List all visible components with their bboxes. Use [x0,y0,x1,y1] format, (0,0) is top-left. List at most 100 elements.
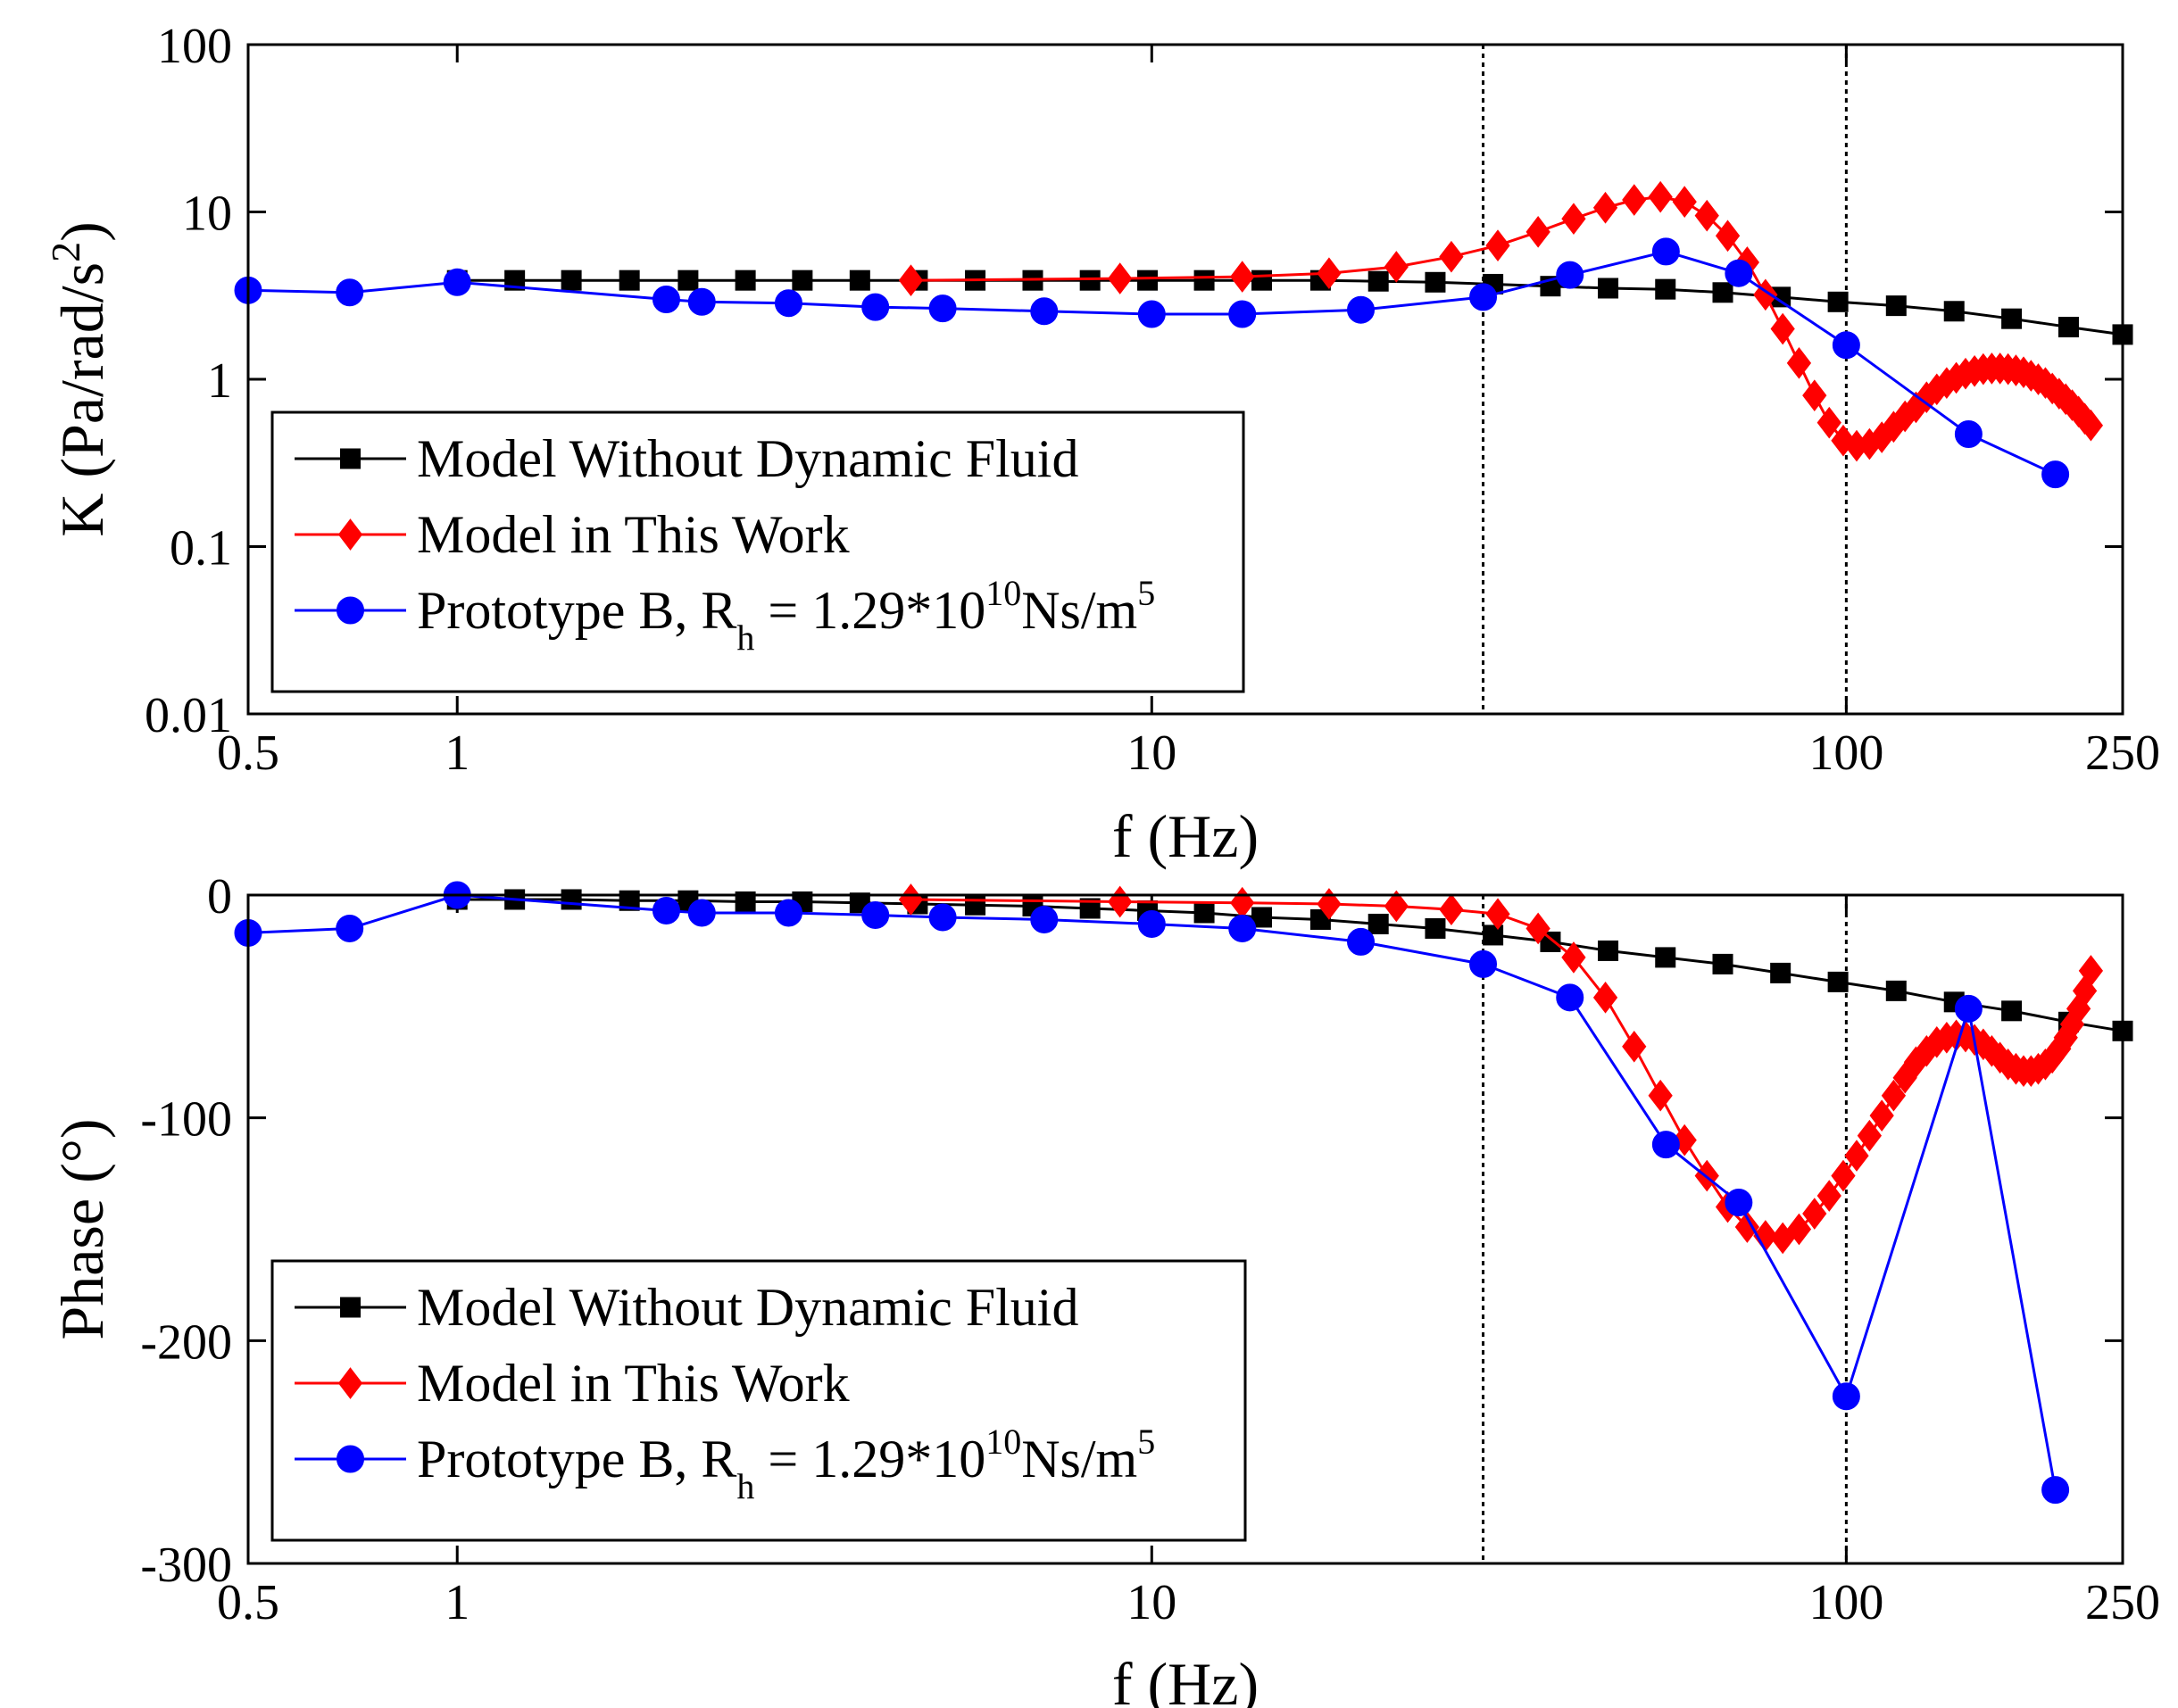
data-point [1598,940,1619,961]
y-axis-label: Phase (°) [48,1118,116,1339]
data-point [861,293,890,321]
data-point [1694,199,1719,232]
data-point [687,899,716,927]
x-axis-label: f (Hz) [1112,802,1259,870]
data-point [1954,419,1983,448]
data-point [1672,186,1697,218]
legend: Model Without Dynamic Fluid Model in This… [270,1259,1247,1542]
series-group [234,881,2133,1505]
data-point [2001,308,2023,329]
data-point [735,269,756,291]
data-point [1844,1140,1869,1172]
x-tick-label: 1 [445,1575,470,1630]
data-point [1425,917,1446,939]
chart-panel-1: 0.5 1 10 100 250 100 10 1 0.1 0.01 f (Hz) K (Pa/rad… [43,19,2160,870]
data-point [1857,1119,1883,1152]
x-tick-label: 100 [1808,725,1883,781]
data-point [1469,283,1498,311]
data-point [687,287,716,316]
data-point [1525,216,1550,248]
data-point [849,269,870,291]
data-point [1425,271,1446,293]
data-point [1079,269,1101,291]
data-point [1885,295,1907,317]
legend-label: Prototype B, Rh = 1.29*1010Ns/m5 [417,573,1155,658]
y-tick-label: -300 [140,1538,232,1593]
data-point [774,899,802,927]
data-point [1715,220,1741,253]
data-point [561,269,582,291]
data-point [1137,269,1159,291]
x-tick-label: 10 [1126,725,1176,781]
data-point [1137,300,1166,328]
y-tick-label: 1 [207,353,232,409]
data-point [1230,886,1255,919]
x-tick-label: 1 [445,725,470,781]
data-point [1561,203,1586,236]
legend-box [270,1259,1247,1542]
data-point [2041,460,2070,489]
axes-frame [246,893,2124,1565]
legend-marker [337,518,363,551]
data-point [619,269,640,291]
data-point [1137,909,1166,938]
data-point [1483,924,1504,946]
y-tick-label: 0.1 [170,521,232,576]
data-point [1651,237,1680,266]
data-point [928,294,957,323]
y-tick-label: 0.01 [145,688,232,743]
data-point [1485,229,1510,261]
data-point [735,891,756,912]
data-point [1592,191,1618,224]
legend-box [270,410,1245,693]
data-point [1193,902,1215,924]
data-point [1525,912,1550,945]
data-point [1622,1030,1647,1063]
data-point [928,903,957,932]
data-point [1592,982,1618,1014]
data-point [1485,898,1510,931]
data-point [1651,1131,1680,1159]
data-point [1439,893,1464,926]
y-tick-label: -100 [140,1092,232,1148]
data-point [1832,1382,1860,1411]
data-point [1734,1211,1759,1243]
data-point [1827,971,1849,992]
data-point [1770,312,1795,345]
data-point [1228,914,1257,942]
data-point [1598,278,1619,299]
y-tick-label: 10 [182,187,232,242]
x-tick-label: 100 [1808,1575,1883,1630]
data-point [1108,885,1133,918]
data-point [2001,1000,2023,1022]
y-tick-label: 0 [207,869,232,924]
legend-label: Model Without Dynamic Fluid [417,1278,1078,1337]
legend-label: Prototype B, Rh = 1.29*1010Ns/m5 [417,1422,1155,1506]
data-point [1827,291,1849,312]
data-point [1561,941,1586,974]
data-point [1770,962,1791,983]
series-group [234,180,2133,489]
data-point [1228,300,1257,328]
data-point [1725,259,1753,287]
data-point [336,278,364,307]
data-point [652,286,680,314]
data-point [792,269,813,291]
data-point [1786,1213,1812,1246]
data-point [1943,301,1965,322]
data-point [1816,406,1841,439]
legend-label: Model in This Work [417,505,850,564]
data-point [1251,907,1273,928]
legend-marker [340,448,361,469]
data-point [1802,379,1827,411]
data-point [1712,953,1733,974]
legend-label: Model Without Dynamic Fluid [417,429,1078,488]
data-point [561,889,582,910]
chart-panel-2: 0.5 1 10 100 250 0 -100 -200 -300 f (Hz) Phase (°)… [48,869,2160,1708]
data-point [1317,257,1342,290]
data-point [1622,184,1647,216]
data-point [1108,262,1133,294]
data-point [1816,1180,1841,1212]
data-point [443,268,471,296]
data-point [1831,1159,1856,1192]
